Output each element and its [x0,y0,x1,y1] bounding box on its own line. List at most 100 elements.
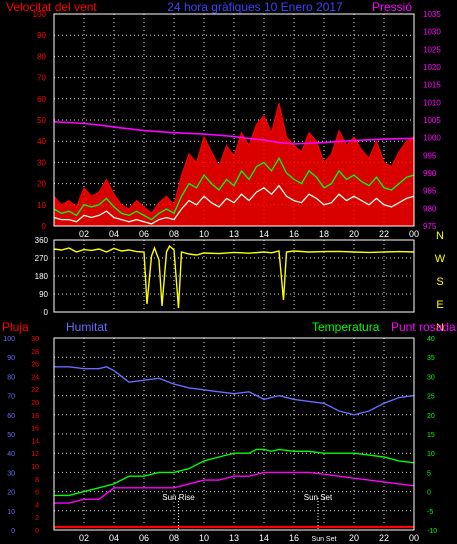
wind-gust-area [53,102,415,227]
rain-tick-label: 10 [31,464,39,471]
temperature-tick-label: 0 [427,490,431,497]
direction-tick-label: 180 [35,272,49,281]
wind-tick-label: 40 [37,137,46,146]
rain-tick-label: 26 [31,362,39,369]
temperature-tick-label: -5 [427,509,433,516]
rain-axis-label: Pluja [2,320,29,334]
rain-tick-label: 12 [31,451,39,458]
temperature-tick-label: 35 [427,355,435,362]
time-tick-label: 14 [259,533,269,543]
temperature-tick-label: -10 [427,528,437,535]
humidity-line [54,366,415,416]
time-tick-label: 04 [109,229,119,239]
temperature-tick-label: 30 [427,374,435,381]
time-tick-label: 22 [379,229,389,239]
pressure-axis-label: Pressió [372,0,412,14]
wind-low-line [53,184,415,225]
humidity-tick-label: 40 [7,451,15,458]
rain-tick-label: 16 [31,426,39,433]
pressure-tick-label: 1005 [423,116,441,125]
wind-tick-label: 30 [37,158,46,167]
chart-title: 24 hora gràfiques 10 Enero 2017 [167,0,343,14]
compass-letter: W [435,253,446,265]
pressure-tick-label: 1000 [423,134,441,143]
rain-tick-label: 0 [35,528,39,535]
direction-tick-label: 90 [39,290,48,299]
direction-tick-label: 270 [35,254,49,263]
time-tick-label: 13 [229,533,239,543]
rain-tick-label: 2 [35,515,39,522]
dewpoint-axis-label: Punt rosada [391,320,456,334]
humidity-axis-label: Humitat [66,320,108,334]
time-tick-label: 14 [259,229,269,239]
humidity-tick-label: 0 [11,528,15,535]
time-tick-label: 08 [169,533,179,543]
pressure-tick-label: 975 [423,222,437,231]
pressure-tick-label: 1025 [423,45,441,54]
direction-tick-label: 0 [44,308,49,317]
time-tick-label: 16 [289,229,299,239]
humidity-tick-label: 30 [7,470,15,477]
time-tick-label: 02 [79,229,89,239]
compass-letter: S [436,276,443,288]
rain-tick-label: 20 [31,400,39,407]
rain-tick-label: 6 [35,490,39,497]
time-tick-label: 18 [319,229,329,239]
humidity-tick-label: 90 [7,355,15,362]
pressure-tick-label: 995 [423,151,437,160]
pressure-tick-label: 985 [423,187,437,196]
direction-panel-frame [53,239,415,313]
rain-tick-label: 30 [31,336,39,343]
wind-tick-label: 100 [33,10,47,19]
wind-speed-axis-label: Velocitat del vent [6,0,97,14]
time-tick-label: 20 [349,533,359,543]
wind-tick-label: 10 [37,201,46,210]
time-tick-label: 16 [289,533,299,543]
rain-tick-label: 24 [31,374,39,381]
wind-avg-line [53,156,415,221]
wind-tick-label: 60 [37,95,46,104]
compass-letter: E [436,299,443,311]
time-tick-label: Sun Set [312,536,337,543]
time-tick-label: 13 [229,229,239,239]
temperature-tick-label: 10 [427,451,435,458]
pressure-tick-label: 1020 [423,63,441,72]
compass-letter: N [436,322,444,334]
temperature-tick-label: 40 [427,336,435,343]
time-tick-label: 08 [169,229,179,239]
humidity-tick-label: 10 [7,509,15,516]
rain-tick-label: 18 [31,413,39,420]
wind-direction-line [53,244,415,309]
pressure-line [53,121,415,145]
humidity-tick-label: 70 [7,394,15,401]
humidity-tick-label: 60 [7,413,15,420]
pressure-tick-label: 1010 [423,98,441,107]
wind-tick-label: 90 [37,31,46,40]
dewpoint-line [54,471,415,504]
pressure-tick-label: 990 [423,169,437,178]
sunrise-annotation: Sun Rise [162,493,195,502]
time-tick-label: 10 [199,229,209,239]
rain-tick-label: 22 [31,387,39,394]
wind-tick-label: 70 [37,74,46,83]
time-tick-label: 20 [349,229,359,239]
humidity-tick-label: 20 [7,490,15,497]
wind-panel-frame [53,13,415,227]
humidity-tick-label: 100 [3,336,15,343]
time-tick-label: 00 [409,533,419,543]
temperature-tick-label: 25 [427,394,435,401]
temperature-axis-label: Temperatura [312,320,380,334]
rain-tick-label: 8 [35,477,39,484]
wind-tick-label: 50 [37,116,46,125]
temperature-line [54,448,415,497]
sunset-annotation: Sun Set [304,493,333,502]
time-tick-label: 00 [409,229,419,239]
wind-tick-label: 20 [37,180,46,189]
time-tick-label: 10 [199,533,209,543]
time-tick-label: 02 [79,533,89,543]
wind-tick-label: 0 [42,222,47,231]
pressure-tick-label: 980 [423,204,437,213]
temperature-tick-label: 15 [427,432,435,439]
pressure-tick-label: 1030 [423,28,441,37]
